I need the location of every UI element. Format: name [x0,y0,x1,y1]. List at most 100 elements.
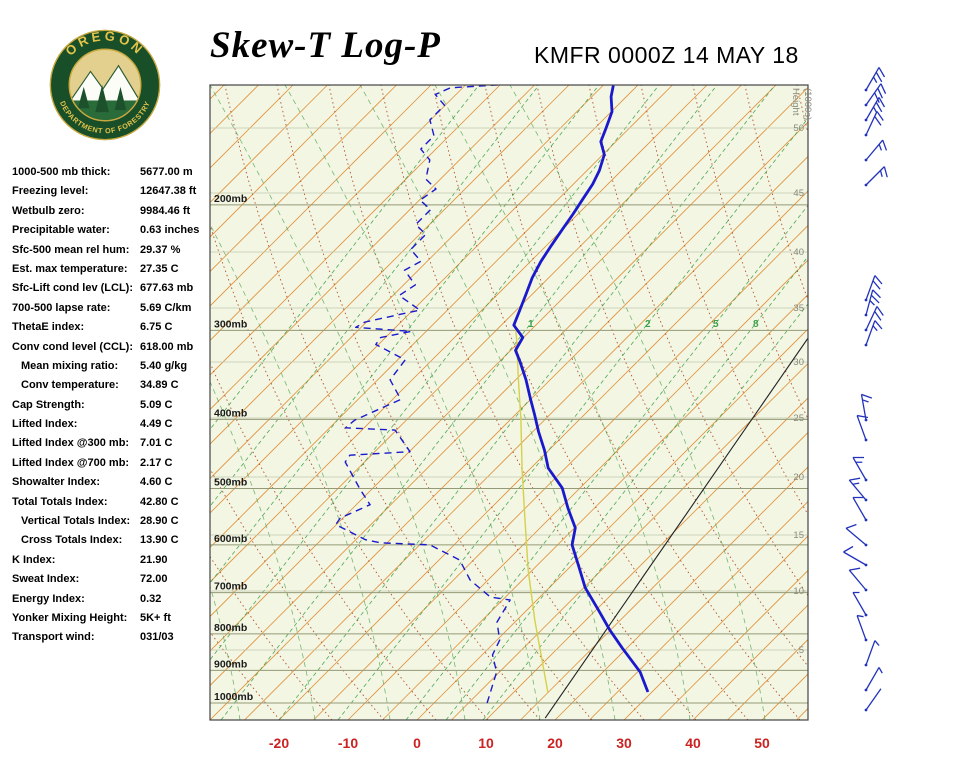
index-value: 0.32 [140,592,162,605]
height-label: 35 [793,303,804,314]
index-value: 28.90 C [140,515,179,528]
mixing-ratio-label: 8 [753,319,759,330]
index-row: ThetaE index: 6.75 C [12,321,212,340]
logo-inner-rim [68,48,142,122]
index-label: Cross Totals Index: [21,534,123,547]
index-label: Showalter Index: [12,476,101,489]
height-label: 45 [793,188,804,199]
parcel-trace [514,321,549,693]
index-label: 700-500 lapse rate: [12,301,111,314]
index-row: Conv cond level (CCL): 618.00 mb [12,341,212,360]
height-label: 10 [793,586,804,597]
index-row: 700-500 lapse rate: 5.69 C/km [12,302,212,321]
dry-adiabat-line [210,361,437,720]
index-row: Vertical Totals Index: 28.90 C [12,515,212,534]
index-label: K Index: [12,553,56,566]
dry-adiabat-line [536,85,808,667]
index-value: 27.35 C [140,262,179,275]
temp-axis-label: -10 [338,735,358,751]
index-label: ThetaE index: [12,321,85,334]
isotherm-line [210,85,708,583]
dry-adiabat-line [328,85,645,720]
dewpoint-trace [335,85,511,704]
pressure-label: 400mb [214,407,247,419]
temp-axis-label: 40 [685,735,701,751]
wind-barb [864,688,882,712]
index-value: 0.63 inches [140,224,200,237]
wind-barb [864,289,881,317]
height-label: 20 [793,472,804,483]
pressure-label: 300mb [214,318,247,330]
temp-axis-label: 20 [547,735,563,751]
index-row: Est. max temperature: 27.35 C [12,263,212,282]
index-row: Wetbulb zero: 9984.46 ft [12,205,212,224]
dry-adiabat-line [210,555,333,720]
index-value: 5.09 C [140,398,173,411]
logo-tree [114,86,127,111]
dry-adiabat-line [484,85,801,720]
wind-barb [864,306,884,332]
index-row: Lifted Index @300 mb: 7.01 C [12,437,212,456]
index-value: 13.90 C [140,534,179,547]
isotherm-line [210,85,673,549]
index-label: Lifted Index @300 mb: [12,437,130,450]
index-value: 6.75 C [140,321,173,334]
isotherm-line [210,85,604,480]
index-label: 1000-500 mb thick: [12,166,111,178]
index-row: 1000-500 mb thick: 5677.00 m [12,166,212,185]
isotherm-line [692,604,808,720]
index-value: 9984.46 ft [140,204,191,217]
height-label: 15 [793,530,804,541]
mixing-ratio-line [278,85,776,720]
index-row: Conv temperature: 34.89 C [12,379,212,398]
index-value: 618.00 mb [140,340,194,353]
dry-adiabat-line [210,223,489,720]
isotherm-line [210,85,570,445]
index-label: Wetbulb zero: [12,204,85,217]
reference-line [544,337,808,719]
moist-adiabat-line [509,85,766,720]
moist-adiabat-line [284,85,541,720]
height-label: 30 [793,357,804,368]
mixing-ratio-label: 1 [528,319,534,330]
index-row: K Index: 21.90 [12,554,212,573]
logo-tree [77,86,90,109]
station-datetime: KMFR 0000Z 14 MAY 18 [534,42,799,68]
index-label: Mean mixing ratio: [21,359,119,372]
wind-barb [864,166,888,187]
isotherm-line [244,155,808,720]
isotherm-line [278,190,808,720]
isotherm-line [210,85,742,618]
isotherm-line [210,85,535,411]
isotherm-line [210,85,639,514]
wind-barb [852,456,868,482]
index-label: Precipitable water: [12,224,110,237]
wind-barb [864,320,883,347]
index-label: Yonker Mixing Height: [12,611,128,624]
index-row: Sfc-500 mean rel hum: 29.37 % [12,244,212,263]
index-label: Sweat Index: [12,573,80,586]
isotherm-line [210,85,397,273]
index-value: 5677.00 m [140,166,193,178]
height-axis-title: Height [790,88,801,116]
isotherm-line [210,85,466,342]
isotherm-line [210,85,328,204]
isotherm-line [485,397,808,720]
index-value: 42.80 C [140,495,179,508]
index-value: 677.63 mb [140,282,194,295]
plot-border [209,84,809,721]
mixing-ratio-line [220,85,718,720]
wind-barb [864,139,888,162]
index-value: 031/03 [140,631,174,644]
isotherm-line [554,466,808,720]
index-row: Sfc-Lift cond lev (LCL): 677.63 mb [12,282,212,301]
pressure-label: 800mb [214,622,247,634]
index-row: Lifted Index: 4.49 C [12,418,212,437]
moist-adiabat-line [210,380,316,720]
isotherm-line [589,500,808,720]
index-label: Total Totals Index: [12,495,108,508]
index-row: Freezing level: 12647.38 ft [12,185,212,204]
height-label: 5 [799,645,804,656]
index-row: Lifted Index @700 mb: 2.17 C [12,457,212,476]
isotherm-line [210,85,777,652]
